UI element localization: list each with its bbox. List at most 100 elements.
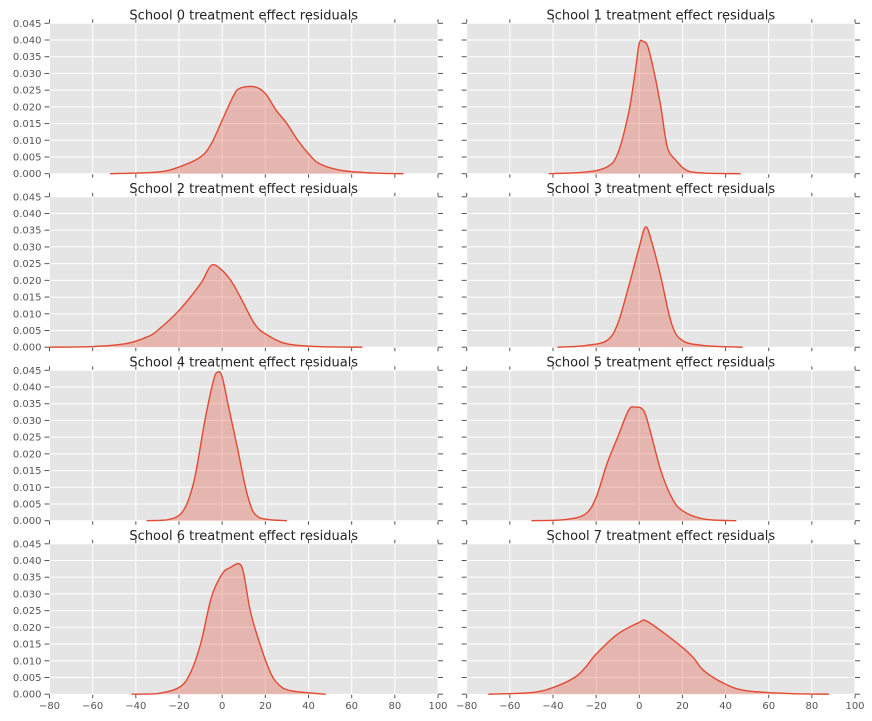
y-tick-label: 0.040: [13, 383, 42, 394]
density-fill: [109, 86, 404, 174]
subplot-school-5: School 5 treatment effect residuals: [461, 355, 860, 525]
y-tick-label: 0.040: [13, 556, 42, 567]
plot-background: [466, 370, 855, 521]
density-line: [49, 264, 363, 348]
y-tick-label: 0.020: [13, 449, 42, 460]
x-tick-label: 100: [428, 701, 447, 712]
y-tick-label: 0.045: [13, 19, 42, 30]
x-tick-label: −80: [39, 701, 60, 712]
y-tick-label: 0.000: [13, 516, 42, 527]
y-tick-label: 0.000: [13, 343, 42, 354]
density-line: [488, 619, 830, 695]
y-tick-label: 0.020: [13, 623, 42, 634]
plot-background: [466, 196, 855, 348]
x-tick-label: 60: [345, 701, 358, 712]
density-line: [146, 371, 287, 522]
y-tick-label: 0.000: [13, 169, 42, 180]
y-tick-label: 0.030: [13, 589, 42, 600]
subplot-title: School 7 treatment effect residuals: [547, 529, 776, 544]
y-tick-label: 0.040: [13, 36, 42, 47]
y-tick-label: 0.020: [13, 102, 42, 113]
y-tick-label: 0.025: [13, 433, 42, 444]
subplot-title: School 0 treatment effect residuals: [129, 8, 358, 23]
subplot-school-6: −80 −60 −40 −20 0 20 40 60 80 100 0.000 0.005 0.010 0…: [13, 529, 448, 712]
y-tick-label: 0.000: [13, 690, 42, 701]
x-tick-label: −40: [542, 701, 563, 712]
subplot-title: School 2 treatment effect residuals: [129, 182, 358, 197]
plot-background: [466, 543, 855, 695]
density-fill: [531, 406, 737, 521]
x-tick-label: −20: [168, 701, 189, 712]
density-line: [557, 226, 743, 348]
y-tick-label: 0.010: [13, 136, 42, 147]
plot-background: [49, 23, 438, 174]
subplot-title: School 4 treatment effect residuals: [129, 355, 358, 370]
plot-background: [49, 370, 438, 521]
y-tick-label: 0.010: [13, 656, 42, 667]
y-tick-label: 0.005: [13, 152, 42, 163]
subplot-title: School 1 treatment effect residuals: [547, 8, 776, 23]
plot-background: [466, 23, 855, 174]
subplot-school-3: School 3 treatment effect residuals: [461, 182, 860, 352]
y-tick-label: 0.030: [13, 416, 42, 427]
plot-background: [49, 543, 438, 695]
density-fill: [49, 264, 363, 348]
density-fill: [146, 371, 287, 521]
x-tick-label: 60: [762, 701, 775, 712]
density-fill: [488, 619, 830, 695]
y-tick-label: 0.005: [13, 326, 42, 337]
plot-background: [49, 196, 438, 348]
y-tick-label: 0.045: [13, 539, 42, 550]
y-tick-label: 0.030: [13, 69, 42, 80]
y-tick-label: 0.005: [13, 673, 42, 684]
y-tick-label: 0.015: [13, 640, 42, 651]
density-fill: [548, 40, 741, 174]
y-tick-label: 0.045: [13, 192, 42, 203]
density-line: [131, 562, 326, 695]
density-line: [531, 406, 737, 522]
y-tick-label: 0.010: [13, 483, 42, 494]
subplot-title: School 3 treatment effect residuals: [547, 182, 776, 197]
y-tick-label: 0.010: [13, 309, 42, 320]
x-tick-label: 20: [676, 701, 689, 712]
subplot-school-7: −80 −60 −40 −20 0 20 40 60 80 100 School 7 treatme…: [456, 529, 864, 712]
subplot-school-2: 0.000 0.005 0.010 0.015 0.020 0.025 0.030 0.035…: [13, 182, 443, 354]
x-tick-label: 40: [719, 701, 732, 712]
density-fill: [557, 226, 743, 348]
subplot-title: School 6 treatment effect residuals: [129, 529, 358, 544]
subplot-school-1: School 1 treatment effect residuals: [461, 8, 860, 178]
subplot-school-0: 0.000 0.005 0.010 0.015 0.020 0.025 0.030 0.035…: [13, 8, 443, 180]
x-tick-label: −40: [125, 701, 146, 712]
y-tick-label: 0.025: [13, 606, 42, 617]
y-tick-label: 0.035: [13, 226, 42, 237]
y-tick-label: 0.015: [13, 293, 42, 304]
x-tick-label: −60: [499, 701, 520, 712]
y-tick-label: 0.040: [13, 209, 42, 220]
x-tick-label: 0: [219, 701, 225, 712]
density-line: [109, 85, 404, 175]
y-tick-label: 0.005: [13, 499, 42, 510]
y-tick-label: 0.045: [13, 366, 42, 377]
x-tick-label: 20: [259, 701, 272, 712]
y-tick-label: 0.035: [13, 52, 42, 63]
y-tick-label: 0.015: [13, 466, 42, 477]
y-tick-label: 0.030: [13, 242, 42, 253]
density-fill: [131, 563, 326, 695]
x-tick-label: 80: [805, 701, 818, 712]
x-tick-label: 80: [388, 701, 401, 712]
x-tick-label: 100: [845, 701, 864, 712]
y-tick-label: 0.035: [13, 573, 42, 584]
y-tick-label: 0.025: [13, 259, 42, 270]
subplot-title: School 5 treatment effect residuals: [547, 355, 776, 370]
density-line: [548, 39, 741, 175]
y-tick-label: 0.020: [13, 276, 42, 287]
x-tick-label: 40: [302, 701, 315, 712]
x-tick-label: −80: [456, 701, 477, 712]
x-tick-label: 0: [636, 701, 642, 712]
subplot-school-4: 0.000 0.005 0.010 0.015 0.020 0.025 0.030 0.035…: [13, 355, 443, 527]
y-tick-label: 0.025: [13, 86, 42, 97]
x-tick-label: −20: [586, 701, 607, 712]
x-tick-label: −60: [82, 701, 103, 712]
y-tick-label: 0.035: [13, 399, 42, 410]
